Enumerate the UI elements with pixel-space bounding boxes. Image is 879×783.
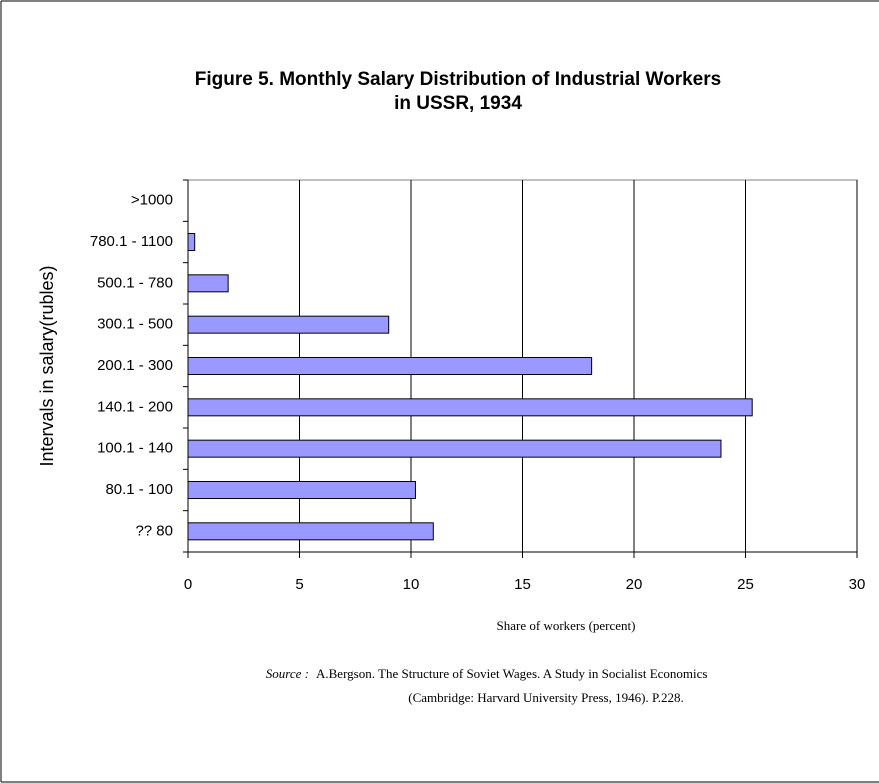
source-text: (Cambridge: Harvard University Press, 19… xyxy=(408,690,684,705)
x-axis-label: Share of workers (percent) xyxy=(497,618,636,633)
bar xyxy=(187,439,722,458)
x-tick-label: 15 xyxy=(514,576,531,593)
y-tick-label: 780.1 - 1100 xyxy=(90,233,173,250)
source-text: A.Bergson. The Structure of Soviet Wages… xyxy=(316,666,707,681)
bar xyxy=(187,522,434,541)
source-label: Source : xyxy=(266,666,309,681)
bar xyxy=(187,315,390,334)
x-tick-label: 10 xyxy=(403,576,420,593)
bar xyxy=(187,398,753,417)
x-tick-label: 20 xyxy=(626,576,643,593)
y-tick-label: 80.1 - 100 xyxy=(105,481,173,498)
y-axis-label: Intervals in salary(rubles) xyxy=(37,265,57,466)
y-tick-label: 100.1 - 140 xyxy=(97,440,173,457)
y-tick-label: 200.1 - 300 xyxy=(97,357,173,374)
y-tick-label: 300.1 - 500 xyxy=(97,316,173,333)
chart-title: in USSR, 1934 xyxy=(394,93,522,114)
bar xyxy=(187,481,416,499)
x-tick-label: 0 xyxy=(184,576,192,593)
y-tick-label: ?? 80 xyxy=(135,522,173,539)
x-tick-label: 25 xyxy=(737,576,754,593)
bar xyxy=(187,357,593,375)
x-tick-label: 5 xyxy=(295,576,303,593)
bar xyxy=(187,233,196,251)
x-tick-label: 30 xyxy=(849,576,866,593)
y-tick-label: 500.1 - 780 xyxy=(97,274,173,291)
y-tick-label: >1000 xyxy=(131,192,173,209)
bar xyxy=(187,274,229,293)
chart-title: Figure 5. Monthly Salary Distribution of… xyxy=(195,69,721,90)
y-tick-label: 140.1 - 200 xyxy=(97,398,173,415)
